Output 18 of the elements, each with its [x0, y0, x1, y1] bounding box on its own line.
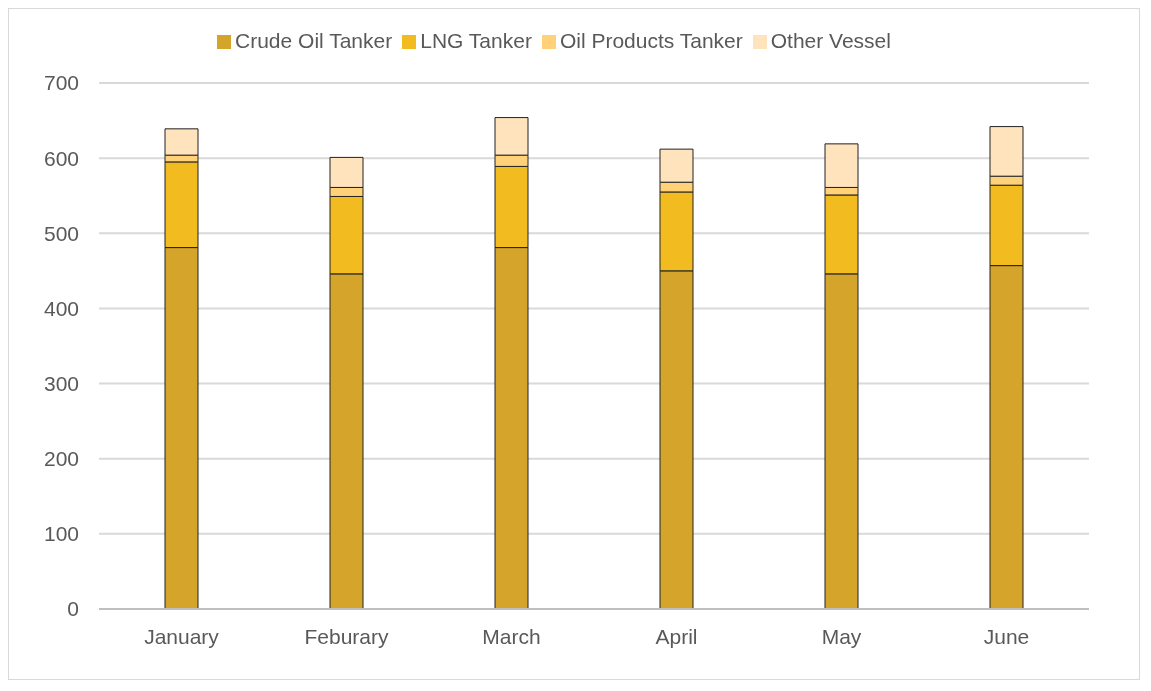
- y-tick-label: 200: [43, 447, 79, 471]
- y-tick-label: 600: [43, 146, 79, 170]
- legend-label: Crude Oil Tanker: [235, 29, 393, 52]
- y-tick-label: 400: [43, 296, 79, 320]
- x-tick-label: May: [821, 624, 862, 648]
- x-tick-label: March: [482, 624, 541, 648]
- y-tick-label: 300: [43, 372, 79, 396]
- y-tick-label: 500: [43, 221, 79, 245]
- y-tick-label: 0: [67, 597, 79, 621]
- x-tick-label: Feburary: [304, 624, 390, 648]
- x-tick-label: June: [983, 624, 1030, 648]
- legend-label: Oil Products Tanker: [559, 29, 743, 52]
- x-tick-label: April: [655, 624, 698, 648]
- legend-label: Other Vessel: [770, 29, 891, 52]
- legend-label: LNG Tanker: [420, 29, 532, 52]
- x-tick-label: January: [144, 624, 220, 648]
- y-tick-label: 700: [43, 71, 79, 95]
- y-tick-label: 100: [43, 522, 79, 546]
